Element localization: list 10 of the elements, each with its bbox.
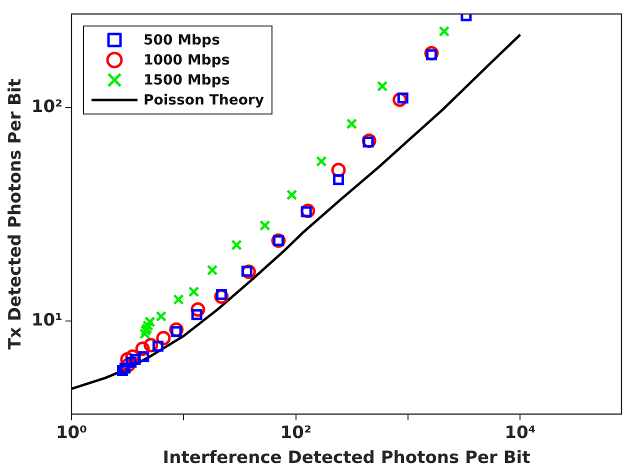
legend-label: Poisson Theory <box>144 92 264 109</box>
y-axis-title: Tx Detected Photons Per Bit <box>6 78 26 350</box>
legend-label: 500 Mbps <box>144 32 220 49</box>
legend-label: 1500 Mbps <box>144 72 230 89</box>
x-tick-label: 10⁰ <box>56 422 88 443</box>
legend-label: 1000 Mbps <box>144 52 230 69</box>
y-tick-label: 10¹ <box>31 310 63 330</box>
x-tick-label: 10⁴ <box>504 422 536 443</box>
x-tick-label: 10² <box>280 422 312 443</box>
x-axis-title: Interference Detected Photons Per Bit <box>162 448 530 468</box>
